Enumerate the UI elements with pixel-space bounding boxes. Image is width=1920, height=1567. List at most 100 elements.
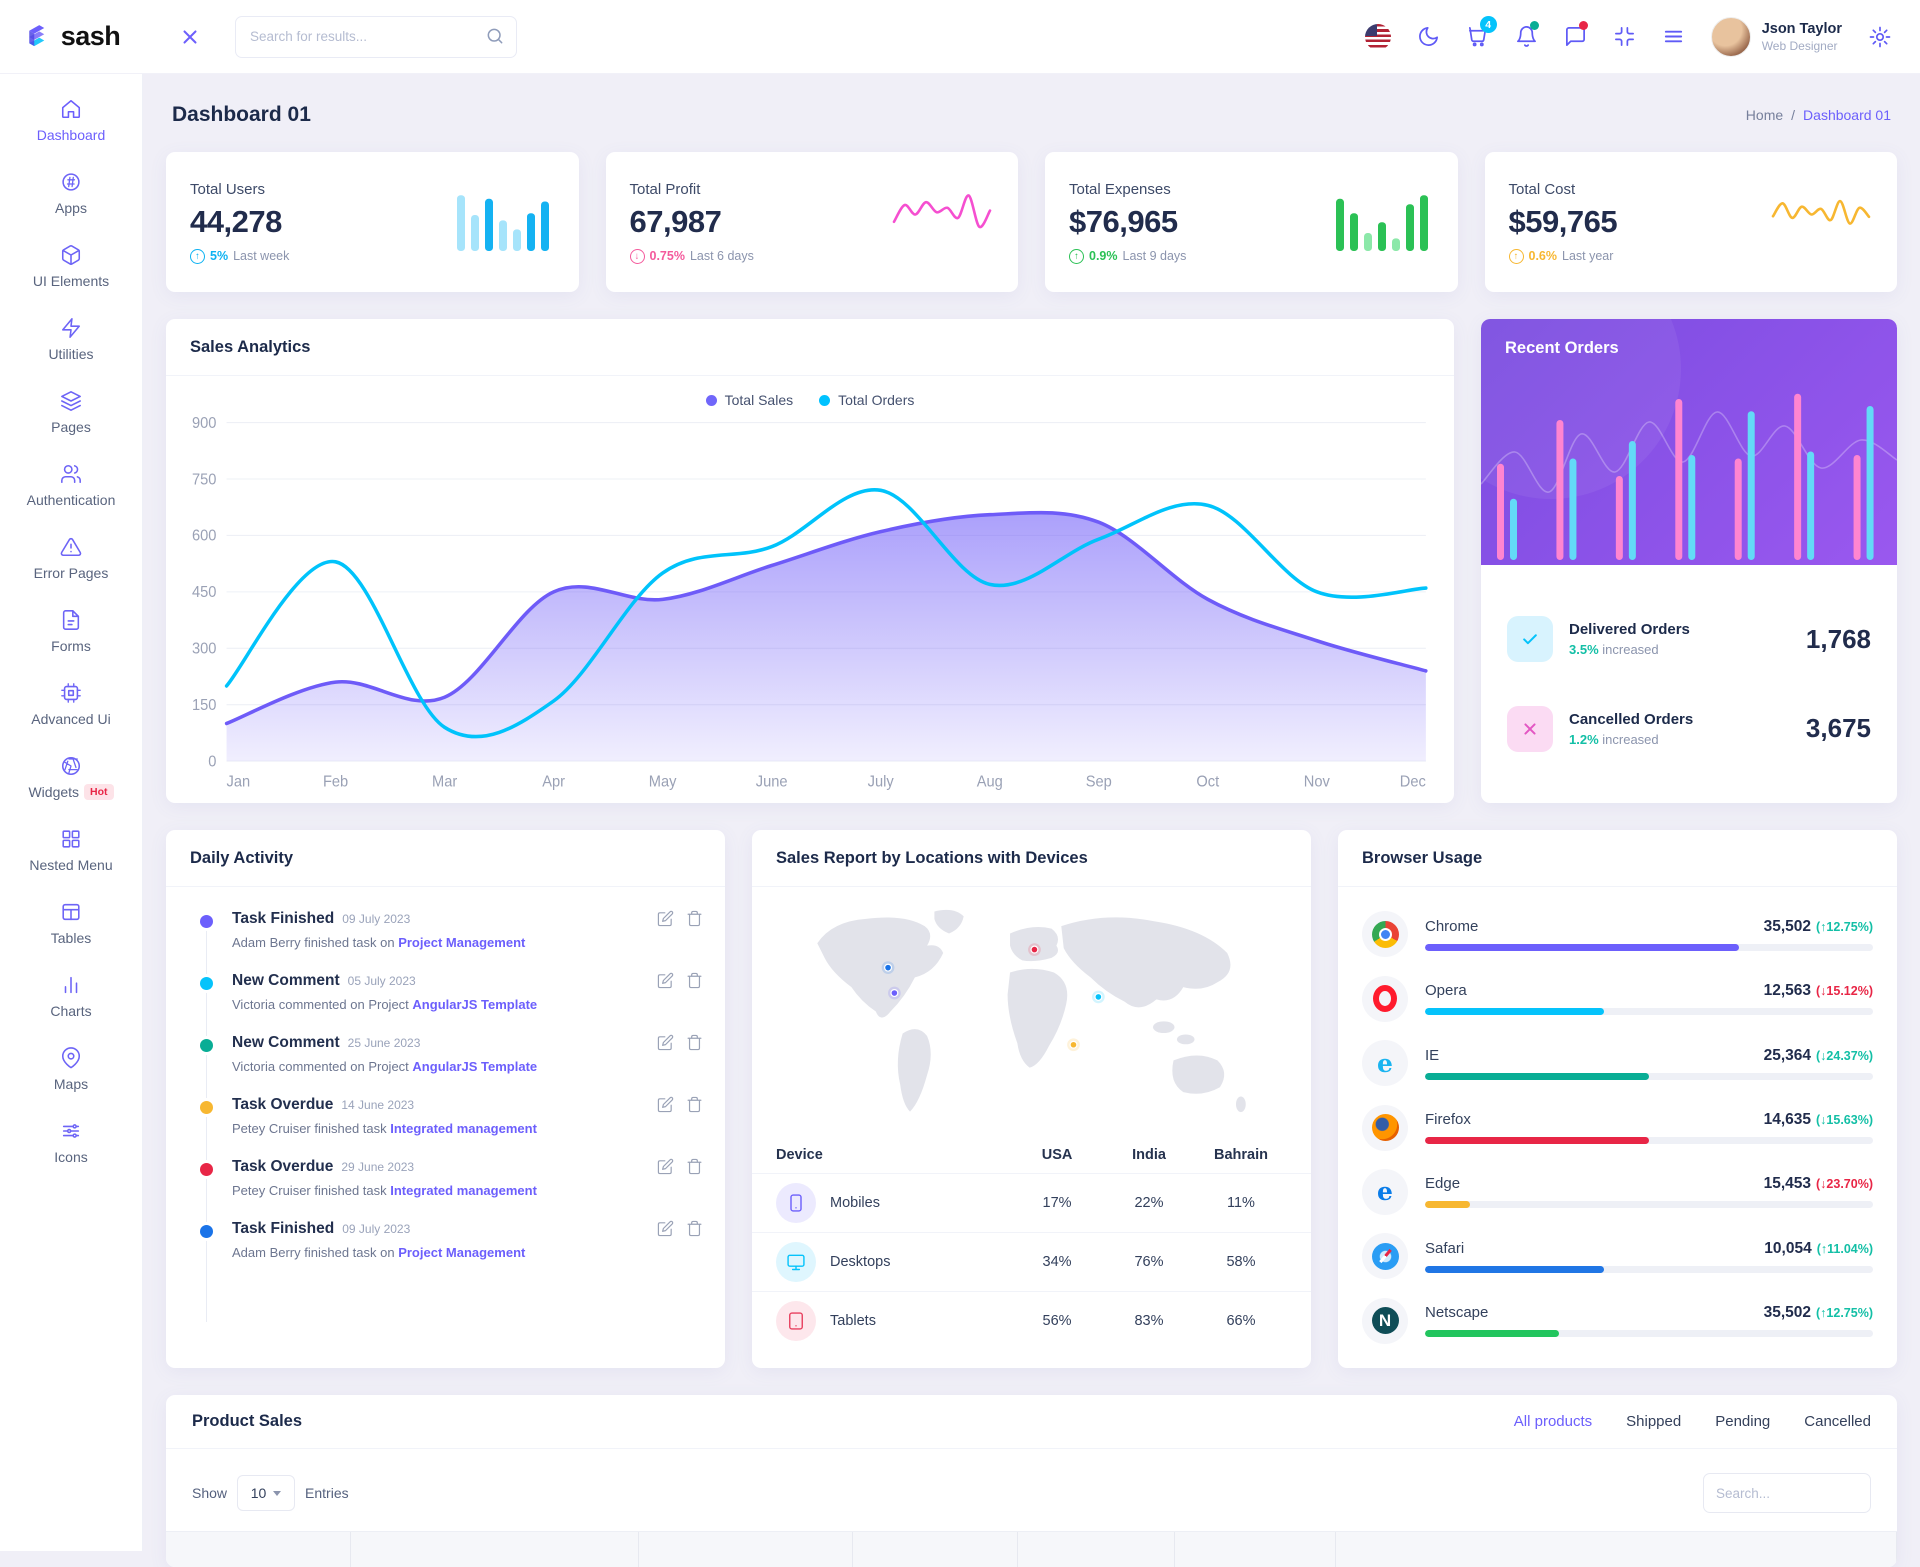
svg-text:Jan: Jan — [227, 773, 251, 790]
fullscreen-icon[interactable] — [1613, 25, 1636, 48]
trash-icon[interactable] — [686, 1158, 703, 1198]
edit-icon[interactable] — [657, 1220, 674, 1260]
edit-icon[interactable] — [657, 972, 674, 1012]
home-icon — [60, 98, 82, 120]
tab-cancelled[interactable]: Cancelled — [1804, 1413, 1871, 1430]
messages-icon[interactable] — [1564, 25, 1587, 48]
stat-sparkline — [1769, 183, 1873, 262]
recent-order-value: 1,768 — [1806, 624, 1871, 655]
stat-label: Total Expenses — [1069, 181, 1186, 198]
stat-value: $76,965 — [1069, 204, 1186, 240]
activity-link[interactable]: Project Management — [398, 1245, 525, 1260]
sidebar-item-pages[interactable]: Pages — [0, 376, 142, 449]
sidebar-item-authentication[interactable]: Authentication — [0, 449, 142, 522]
trash-icon[interactable] — [686, 1034, 703, 1074]
message-dot — [1579, 21, 1588, 30]
sidebar-item-maps[interactable]: Maps — [0, 1033, 142, 1106]
cart-icon[interactable]: 4 — [1466, 25, 1489, 48]
settings-gear-icon[interactable] — [1868, 25, 1892, 49]
edit-icon[interactable] — [657, 1034, 674, 1074]
dark-mode-icon[interactable] — [1417, 25, 1440, 48]
brand-name: sash — [61, 21, 121, 52]
activity-link[interactable]: Integrated management — [390, 1183, 537, 1198]
sidebar-item-charts[interactable]: Charts — [0, 960, 142, 1033]
right-panel-menu-icon[interactable] — [1662, 25, 1685, 48]
activity-link[interactable]: Project Management — [398, 935, 525, 950]
legend-item[interactable]: Total Orders — [819, 392, 914, 408]
bar-chart-icon — [60, 974, 82, 996]
notifications-bell-icon[interactable] — [1515, 25, 1538, 48]
sidebar-item-nested-menu[interactable]: Nested Menu — [0, 814, 142, 887]
sidebar-item-apps[interactable]: Apps — [0, 157, 142, 230]
sidebar-toggle-icon[interactable] — [179, 26, 201, 48]
users-icon — [60, 463, 82, 485]
tab-pending[interactable]: Pending — [1715, 1413, 1770, 1430]
sidebar-item-label: Advanced Ui — [31, 711, 110, 727]
sidebar-item-label: Authentication — [27, 492, 116, 508]
trash-icon[interactable] — [686, 972, 703, 1012]
user-profile[interactable]: Json Taylor Web Designer — [1711, 17, 1842, 57]
trash-icon[interactable] — [686, 1220, 703, 1260]
recent-order-row: Cancelled Orders 1.2% increased 3,675 — [1507, 706, 1871, 752]
browser-usage-list: Chrome 35,502 (↑12.75%) Opera 12,563 (↓1… — [1338, 887, 1897, 1368]
trash-icon[interactable] — [686, 910, 703, 950]
search-icon[interactable] — [485, 26, 505, 46]
sidebar-item-forms[interactable]: Forms — [0, 595, 142, 668]
activity-link[interactable]: AngularJS Template — [412, 1059, 537, 1074]
edit-icon[interactable] — [657, 1158, 674, 1198]
sidebar-item-ui-elements[interactable]: UI Elements — [0, 230, 142, 303]
browser-value: 14,635 — [1764, 1111, 1811, 1129]
sidebar-item-icons[interactable]: Icons — [0, 1106, 142, 1179]
sales-report-title: Sales Report by Locations with Devices — [776, 849, 1088, 868]
page-size-select[interactable]: 10 — [237, 1475, 295, 1511]
search-input[interactable] — [235, 16, 517, 58]
browser-change: (↑12.75%) — [1816, 920, 1873, 934]
stat-value: $59,765 — [1509, 204, 1618, 240]
activity-link[interactable]: AngularJS Template — [412, 997, 537, 1012]
report-row-desktops: Desktops 34% 76% 58% — [752, 1232, 1311, 1291]
svg-text:900: 900 — [192, 415, 216, 432]
svg-text:July: July — [868, 773, 895, 790]
sidebar-item-dashboard[interactable]: Dashboard — [0, 84, 142, 157]
svg-text:300: 300 — [192, 640, 216, 657]
svg-text:600: 600 — [192, 527, 216, 544]
edit-icon[interactable] — [657, 910, 674, 950]
stat-delta: ↓ 0.75% Last 6 days — [630, 249, 754, 264]
stat-delta: ↑ 5% Last week — [190, 249, 289, 264]
tab-shipped[interactable]: Shipped — [1626, 1413, 1681, 1430]
svg-text:May: May — [649, 773, 677, 790]
sliders-icon — [60, 1120, 82, 1142]
tab-all-products[interactable]: All products — [1514, 1413, 1592, 1430]
daily-activity-title: Daily Activity — [190, 849, 293, 868]
box-icon — [60, 244, 82, 266]
alert-triangle-icon — [60, 536, 82, 558]
brand-logo[interactable]: sash — [0, 21, 143, 52]
breadcrumb-home[interactable]: Home — [1746, 107, 1783, 123]
table-search-input[interactable] — [1703, 1473, 1871, 1513]
svg-text:150: 150 — [192, 697, 216, 714]
trash-icon[interactable] — [686, 1096, 703, 1136]
legend-item[interactable]: Total Sales — [706, 392, 793, 408]
svg-text:Aug: Aug — [977, 773, 1003, 790]
sidebar-item-error-pages[interactable]: Error Pages — [0, 522, 142, 595]
chart-legend: Total Sales Total Orders — [166, 376, 1454, 410]
stat-card-total-expenses: Total Expenses $76,965 ↑ 0.9% Last 9 day… — [1045, 152, 1458, 292]
language-flag-icon[interactable] — [1365, 24, 1391, 50]
sidebar-item-label: Pages — [51, 419, 91, 435]
arrow-up-circle-icon: ↑ — [190, 249, 205, 264]
browser-progress — [1425, 1330, 1873, 1337]
svg-text:Feb: Feb — [323, 773, 348, 790]
sidebar-item-advanced-ui[interactable]: Advanced Ui — [0, 668, 142, 741]
activity-link[interactable]: Integrated management — [390, 1121, 537, 1136]
cpu-icon — [60, 682, 82, 704]
sidebar-item-tables[interactable]: Tables — [0, 887, 142, 960]
product-sales-title: Product Sales — [192, 1412, 302, 1431]
sidebar-item-utilities[interactable]: Utilities — [0, 303, 142, 376]
edit-icon[interactable] — [657, 1096, 674, 1136]
browser-row-safari: Safari 10,054 (↑11.04%) — [1362, 1233, 1873, 1279]
